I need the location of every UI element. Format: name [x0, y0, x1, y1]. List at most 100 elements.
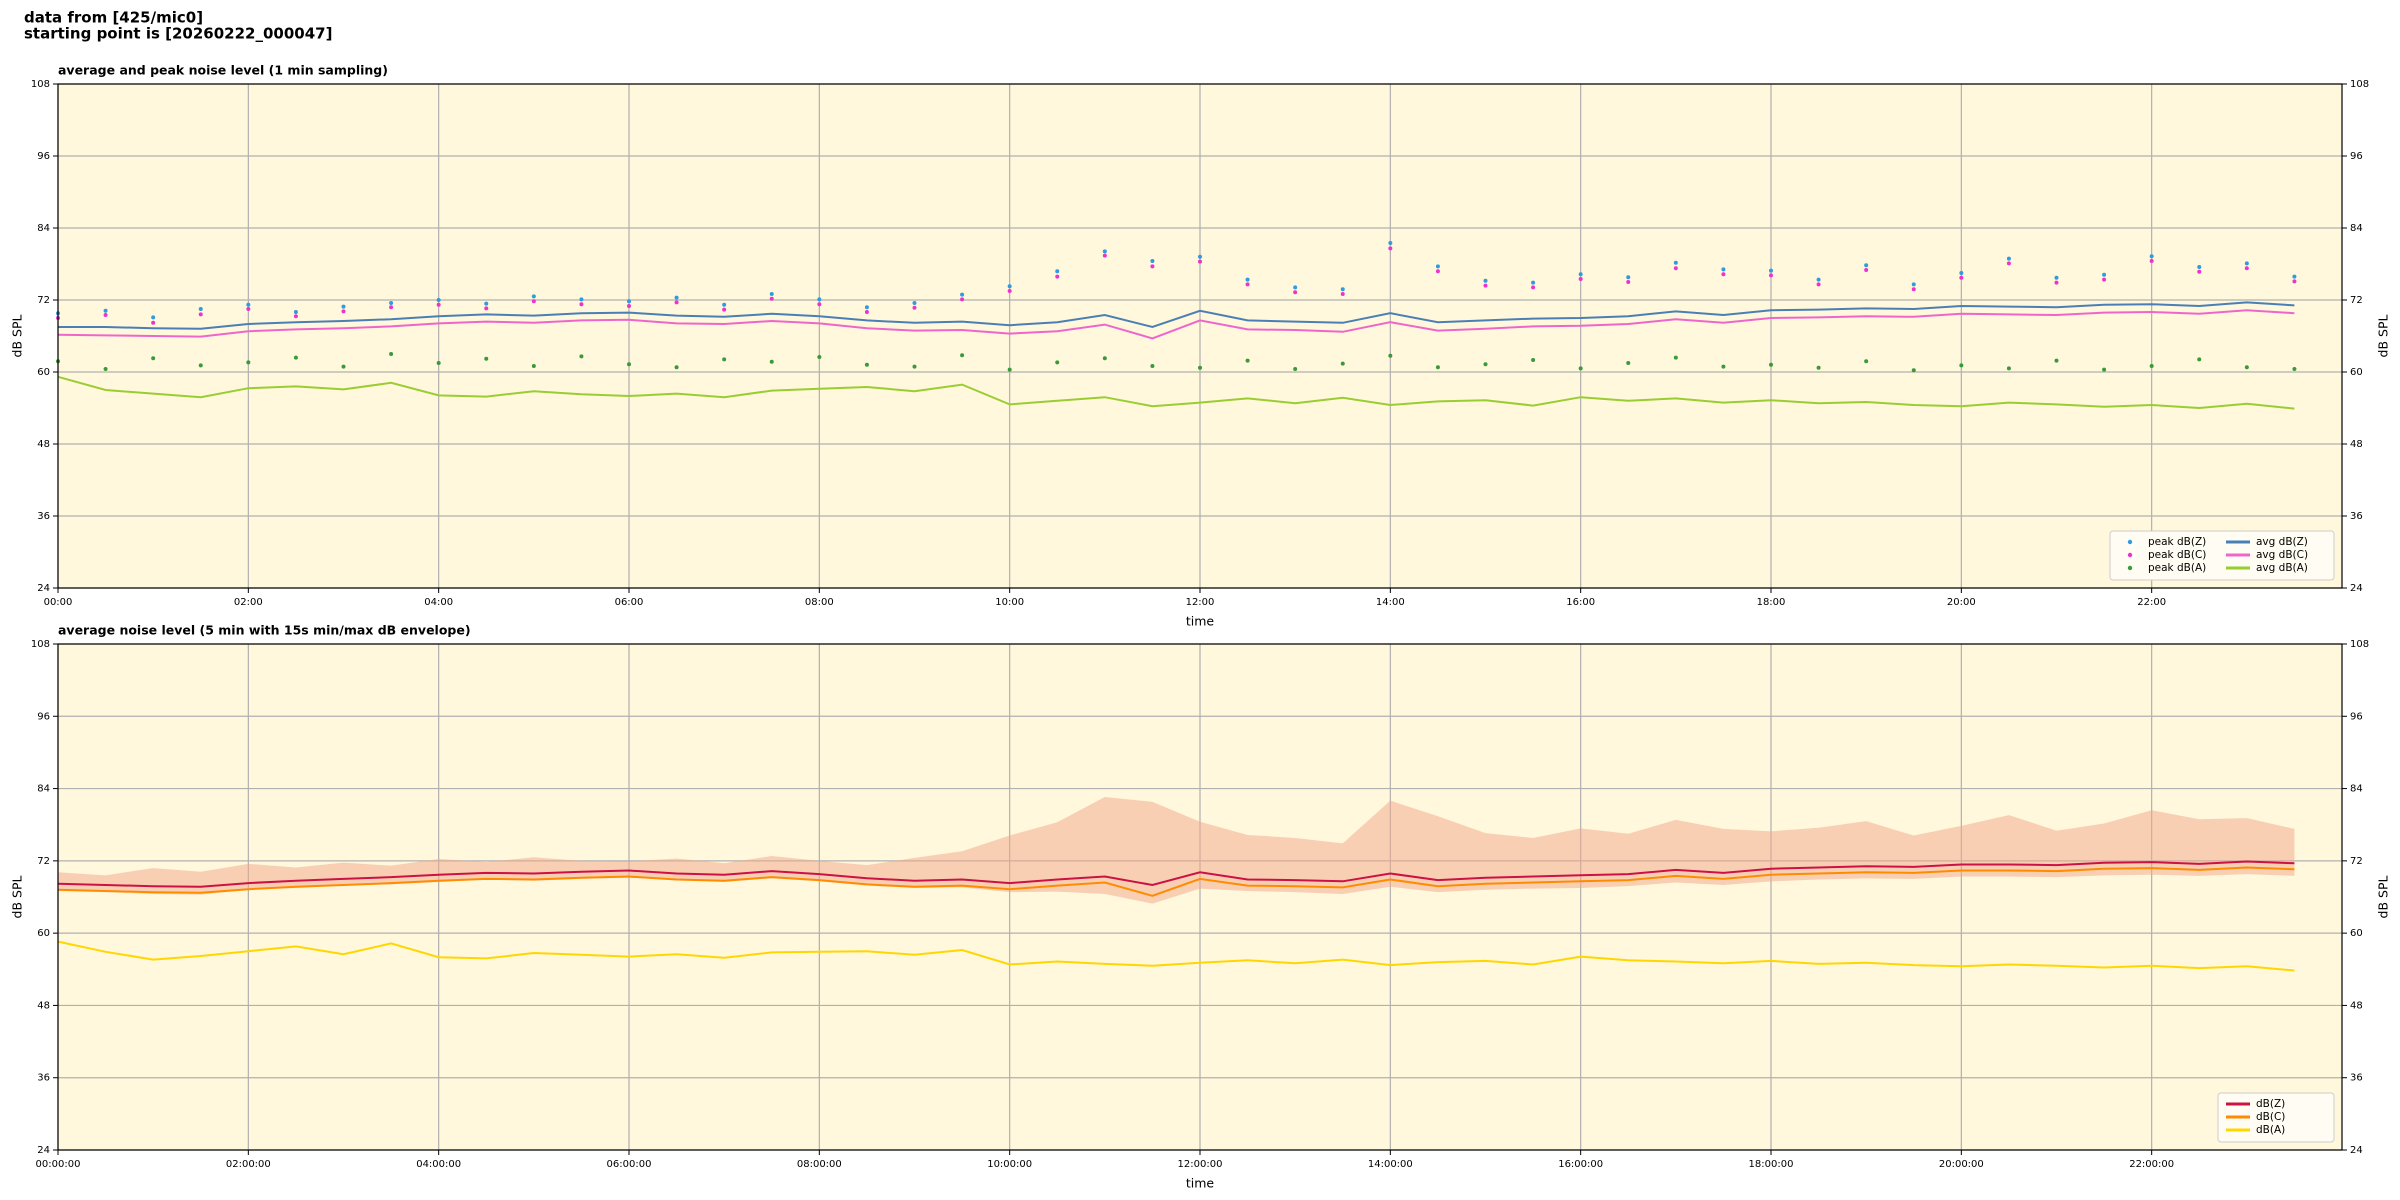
peak-point [484, 356, 489, 361]
y-tick-label: 72 [2350, 856, 2363, 867]
peak-point [1531, 280, 1536, 285]
peak-point [293, 314, 298, 319]
peak-point [769, 292, 774, 296]
peak-point [1435, 269, 1440, 274]
y-tick-label: 36 [37, 511, 50, 522]
peak-point [674, 300, 679, 305]
header-line: starting point is [20260222_000047] [24, 25, 332, 43]
x-axis-label: time [1186, 614, 1215, 629]
y-tick-label: 36 [37, 1073, 50, 1084]
peak-point [2244, 261, 2249, 266]
y-tick-label: 36 [2350, 1073, 2363, 1084]
peak-point [1055, 274, 1060, 279]
series-line [58, 301, 2295, 330]
peak-point [579, 297, 584, 302]
peak-point [436, 302, 441, 307]
peak-point [484, 301, 489, 306]
peak-point [484, 306, 489, 311]
x-tick-label: 04:00:00 [416, 1159, 461, 1170]
peak-point [627, 304, 631, 308]
y-axis-label: dB SPL [10, 315, 25, 358]
legend-label: dB(C) [2256, 1111, 2285, 1123]
peak-point [151, 356, 156, 361]
peak-point [103, 308, 108, 313]
peak-point [1245, 282, 1250, 287]
peak-point [1959, 271, 1964, 275]
x-tick-label: 08:00 [805, 597, 834, 608]
chart-title: average noise level (5 min with 15s min/… [58, 623, 471, 638]
x-tick-label: 12:00:00 [1178, 1159, 1223, 1170]
peak-point [1388, 246, 1393, 251]
peak-point [2292, 274, 2297, 279]
legend-label: peak dB(C) [2148, 549, 2206, 561]
legend-label: dB(A) [2256, 1124, 2285, 1136]
peak-point [531, 299, 536, 304]
legend-label: avg dB(A) [2256, 562, 2308, 574]
y-tick-label: 60 [37, 928, 50, 939]
peak-point [1959, 363, 1964, 368]
peak-point [864, 305, 869, 310]
peak-point [1721, 364, 1726, 369]
peak-point [1911, 368, 1916, 373]
peak-point [722, 302, 727, 307]
peak-point [1769, 273, 1773, 278]
y-tick-label: 72 [37, 856, 50, 867]
peak-point [1198, 254, 1202, 259]
plot-frame [57, 643, 2343, 1151]
peak-point [1769, 268, 1773, 273]
y-tick-label: 48 [2350, 1000, 2363, 1011]
legend-box [2109, 530, 2335, 581]
peak-point [2006, 261, 2011, 266]
y-axis-label: dB SPL [2376, 315, 2391, 358]
peak-point [531, 294, 536, 299]
y-tick-label: 24 [37, 583, 50, 594]
y-tick-label: 108 [31, 79, 50, 90]
y-tick-label: 36 [2350, 511, 2363, 522]
peak-point [103, 313, 108, 317]
peak-point [674, 295, 679, 300]
peak-point [1959, 275, 1964, 280]
peak-point [960, 353, 965, 358]
peak-point [1911, 287, 1916, 292]
peak-point [246, 302, 251, 307]
peak-point [1340, 287, 1345, 292]
peak-point [769, 359, 774, 364]
y-tick-label: 60 [37, 367, 50, 378]
series-line [57, 309, 2295, 340]
peak-point [1388, 353, 1393, 358]
peak-point [1340, 361, 1345, 366]
legend-label: avg dB(C) [2256, 549, 2308, 561]
peak-point [1435, 264, 1440, 269]
peak-point [1673, 355, 1678, 360]
x-tick-label: 10:00:00 [987, 1159, 1032, 1170]
peak-point [389, 301, 394, 305]
peak-point [198, 312, 203, 317]
peak-point [1245, 277, 1250, 282]
peak-point [2102, 272, 2107, 277]
peak-point [2102, 367, 2107, 372]
y-tick-label: 72 [2350, 295, 2363, 306]
y-tick-label: 84 [37, 223, 50, 234]
peak-point [198, 307, 203, 311]
x-tick-label: 08:00:00 [797, 1159, 842, 1170]
peak-point [1198, 365, 1202, 370]
peak-point [1245, 358, 1250, 363]
peak-point [151, 315, 156, 320]
chart-title: average and peak noise level (1 min samp… [58, 63, 388, 78]
legend-marker [2127, 565, 2133, 571]
peak-point [1531, 358, 1536, 362]
y-axis-label: dB SPL [2376, 876, 2391, 919]
peak-point [2149, 254, 2154, 259]
y-tick-label: 108 [31, 639, 50, 650]
peak-point [1055, 360, 1060, 365]
legend-label: peak dB(Z) [2148, 536, 2206, 548]
x-tick-label: 00:00:00 [36, 1159, 81, 1170]
peak-point [341, 304, 346, 309]
y-tick-label: 96 [2350, 151, 2363, 162]
peak-point [2197, 357, 2202, 362]
peak-point [436, 298, 441, 302]
peak-point [1198, 259, 1202, 264]
peak-point [151, 320, 156, 325]
peak-point [1483, 283, 1488, 288]
